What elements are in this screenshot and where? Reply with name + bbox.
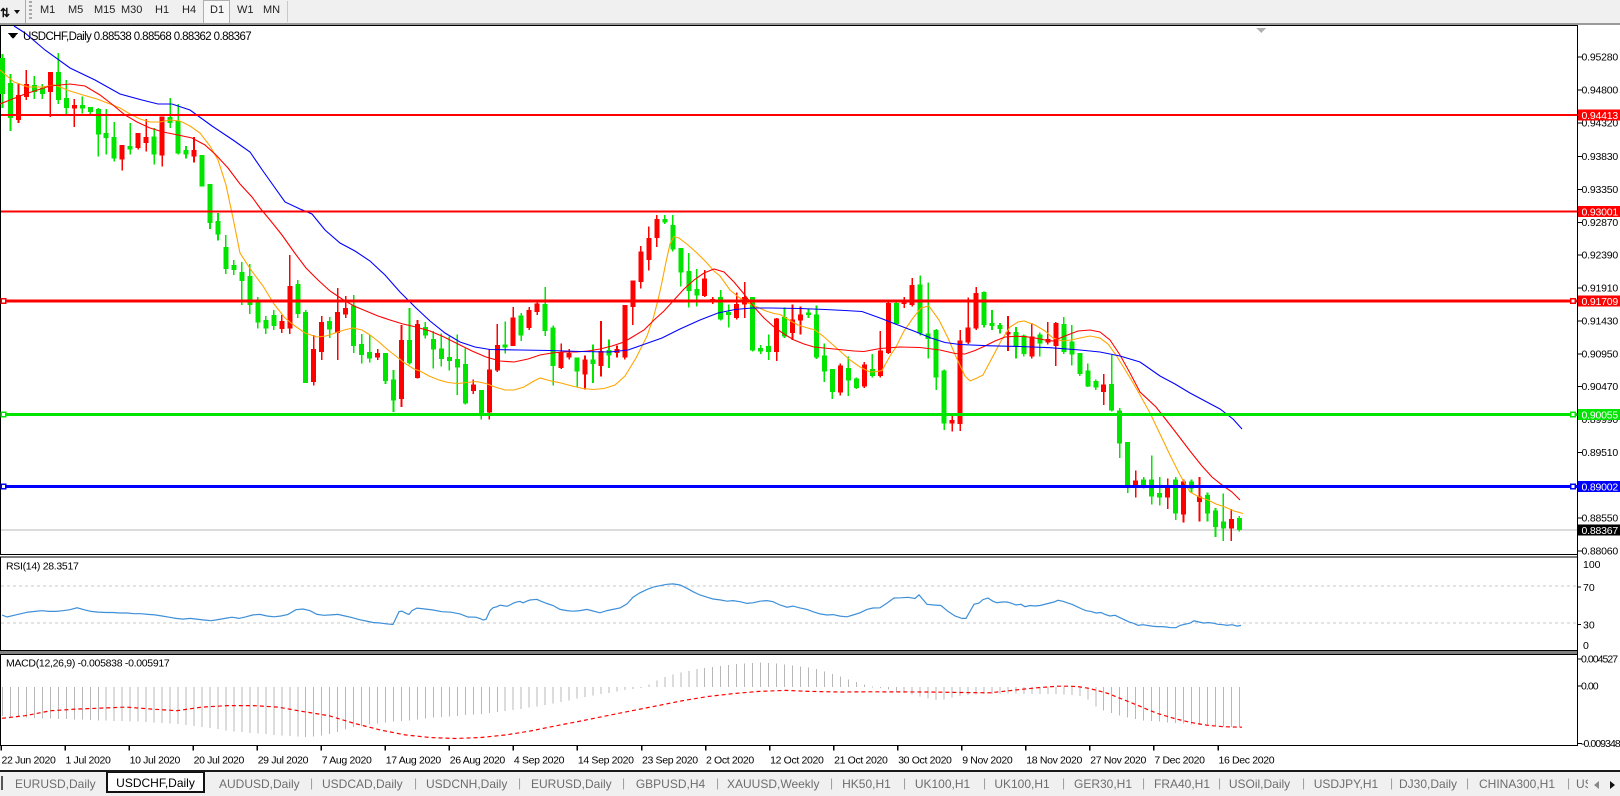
svg-text:7 Dec 2020: 7 Dec 2020: [1154, 755, 1205, 767]
svg-text:16 Dec 2020: 16 Dec 2020: [1219, 755, 1275, 767]
svg-text:0.00: 0.00: [1581, 681, 1599, 693]
svg-text:0.90470: 0.90470: [1582, 381, 1619, 393]
svg-text:30 Oct 2020: 30 Oct 2020: [898, 755, 952, 767]
svg-text:70: 70: [1583, 582, 1595, 594]
svg-text:0.91430: 0.91430: [1582, 315, 1619, 327]
svg-text:MACD(12,26,9) -0.005838 -0.005: MACD(12,26,9) -0.005838 -0.005917: [6, 658, 170, 670]
svg-text:12 Oct 2020: 12 Oct 2020: [770, 755, 824, 767]
svg-text:27 Nov 2020: 27 Nov 2020: [1090, 755, 1146, 767]
svg-text:0.90055: 0.90055: [1582, 409, 1619, 421]
svg-text:USDCHF,Daily 0.88538 0.88568: USDCHF,Daily 0.88538 0.88568 0.88362 0.8…: [23, 31, 251, 43]
svg-text:0.92870: 0.92870: [1582, 217, 1619, 229]
svg-text:0.94800: 0.94800: [1582, 85, 1619, 97]
svg-text:7 Aug 2020: 7 Aug 2020: [322, 755, 372, 767]
svg-text:0.93830: 0.93830: [1582, 151, 1619, 163]
svg-text:20 Jul 2020: 20 Jul 2020: [194, 755, 245, 767]
svg-text:0.93350: 0.93350: [1582, 184, 1619, 196]
svg-text:RSI(14) 28.3517: RSI(14) 28.3517: [6, 561, 79, 573]
svg-text:10 Jul 2020: 10 Jul 2020: [130, 755, 181, 767]
svg-text:2 Oct 2020: 2 Oct 2020: [706, 755, 754, 767]
svg-text:30: 30: [1583, 619, 1595, 631]
svg-text:14 Sep 2020: 14 Sep 2020: [578, 755, 634, 767]
svg-text:0.90950: 0.90950: [1582, 348, 1619, 360]
svg-text:9 Nov 2020: 9 Nov 2020: [962, 755, 1013, 767]
svg-text:0.89510: 0.89510: [1582, 447, 1619, 459]
svg-text:0.92390: 0.92390: [1582, 250, 1619, 262]
svg-text:100: 100: [1583, 559, 1601, 571]
svg-text:18 Nov 2020: 18 Nov 2020: [1026, 755, 1082, 767]
svg-text:0.95280: 0.95280: [1582, 52, 1619, 64]
svg-text:23 Sep 2020: 23 Sep 2020: [642, 755, 698, 767]
svg-text:21 Oct 2020: 21 Oct 2020: [834, 755, 888, 767]
svg-text:4 Sep 2020: 4 Sep 2020: [514, 755, 565, 767]
svg-text:0.91910: 0.91910: [1582, 283, 1619, 295]
svg-text:26 Aug 2020: 26 Aug 2020: [450, 755, 506, 767]
svg-text:0.91709: 0.91709: [1582, 296, 1619, 308]
svg-text:0.88060: 0.88060: [1582, 546, 1619, 558]
svg-text:0.89002: 0.89002: [1582, 481, 1619, 493]
svg-text:22 Jun 2020: 22 Jun 2020: [2, 755, 56, 767]
svg-text:0.004527: 0.004527: [1581, 654, 1618, 666]
svg-text:29 Jul 2020: 29 Jul 2020: [258, 755, 309, 767]
svg-text:1 Jul 2020: 1 Jul 2020: [66, 755, 111, 767]
svg-text:-0.009348: -0.009348: [1581, 738, 1620, 750]
svg-text:0: 0: [1583, 640, 1589, 652]
svg-text:0.88367: 0.88367: [1582, 525, 1619, 537]
svg-text:17 Aug 2020: 17 Aug 2020: [386, 755, 442, 767]
svg-text:0.93001: 0.93001: [1582, 206, 1619, 218]
svg-text:0.88550: 0.88550: [1582, 513, 1619, 525]
svg-text:0.94413: 0.94413: [1582, 110, 1619, 122]
